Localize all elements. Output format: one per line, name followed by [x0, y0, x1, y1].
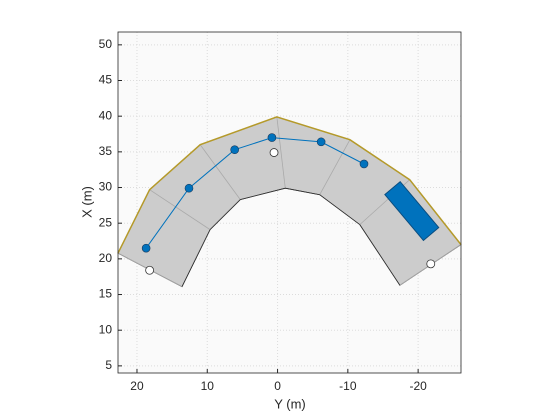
y-tick-label: 50 — [99, 37, 113, 51]
y-tick-label: 15 — [99, 287, 113, 301]
trajectory — [145, 137, 365, 249]
y-tick-label: 5 — [105, 358, 112, 372]
axes-box — [117, 31, 462, 374]
x-tick-label: -20 — [409, 379, 427, 393]
actor — [426, 259, 436, 269]
y-tick-label: 20 — [99, 251, 113, 265]
y-tick-label: 45 — [99, 73, 113, 87]
road-inner-edge — [181, 187, 401, 287]
vehicle — [384, 180, 440, 242]
y-tick-label: 40 — [99, 108, 113, 122]
actor — [145, 265, 155, 275]
waypoint — [267, 133, 277, 142]
actor — [269, 148, 279, 157]
waypoint — [359, 159, 369, 169]
road-outer-edge — [117, 116, 462, 254]
y-tick-label: 25 — [99, 215, 113, 229]
x-tick-label: 0 — [274, 379, 281, 393]
waypoint — [184, 183, 194, 193]
y-tick-label: 10 — [99, 322, 113, 336]
waypoint — [230, 145, 239, 155]
x-tick-label: -10 — [339, 379, 357, 393]
road-segment — [149, 189, 211, 230]
x-axis-label: Y (m) — [274, 396, 306, 411]
y-tick-label: 35 — [99, 144, 113, 158]
road-segment — [276, 116, 286, 189]
y-tick-label: 30 — [99, 180, 113, 194]
x-tick-label: 20 — [130, 379, 144, 393]
x-tick-label: 10 — [201, 379, 215, 393]
road-segment — [319, 139, 351, 195]
road-segment — [199, 144, 241, 200]
y-axis-label: X (m) — [79, 186, 94, 218]
waypoint — [316, 137, 326, 147]
waypoint — [141, 243, 151, 253]
